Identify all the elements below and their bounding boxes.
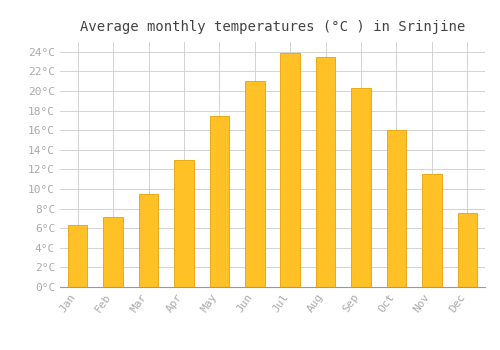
Bar: [139, 194, 158, 287]
Bar: [280, 53, 300, 287]
Bar: [386, 130, 406, 287]
Title: Average monthly temperatures (°C ) in Srinjine: Average monthly temperatures (°C ) in Sr…: [80, 20, 465, 34]
Bar: [104, 217, 123, 287]
Bar: [68, 225, 87, 287]
Bar: [422, 174, 442, 287]
Bar: [245, 81, 264, 287]
Bar: [210, 116, 229, 287]
Bar: [458, 212, 477, 287]
Bar: [316, 57, 336, 287]
Bar: [174, 160, 194, 287]
Bar: [352, 88, 371, 287]
